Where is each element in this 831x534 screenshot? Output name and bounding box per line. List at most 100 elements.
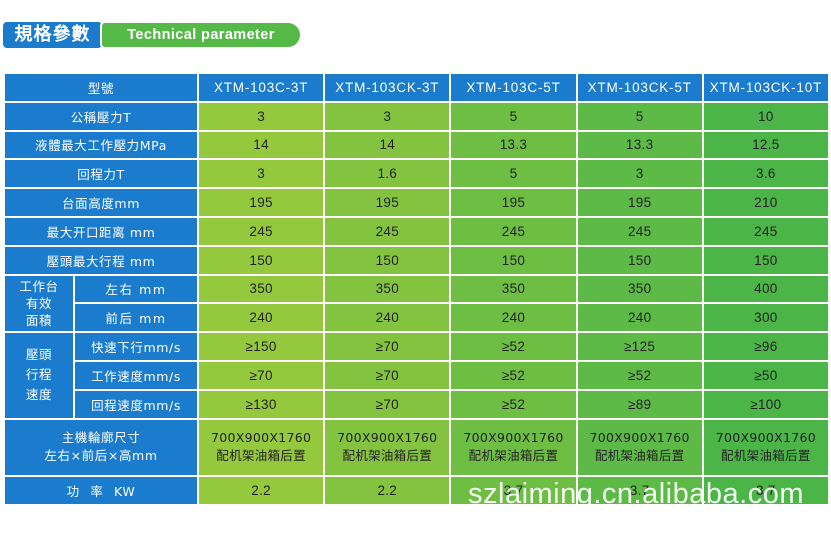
- value-cell: 195: [449, 187, 578, 218]
- table-row: 壓頭 行程 速度 快速下行mm/s ≥150 ≥70 ≥52 ≥125 ≥96: [3, 331, 830, 420]
- value-cell: 10: [701, 100, 830, 132]
- value-cell: ≥70: [323, 359, 452, 391]
- value-line: 配机架油箱后置: [342, 448, 433, 464]
- value-cell: ≥100: [701, 388, 830, 420]
- value-cell: 3: [323, 100, 452, 132]
- param-label: 最大开口距离 mm: [2, 215, 200, 247]
- value-cell: ≥70: [197, 359, 326, 391]
- table-row: 液體最大工作壓力MPa 14 14 13.3 13.3 12.5: [2, 129, 830, 161]
- value-cell: 5: [575, 100, 704, 132]
- value-cell: 350: [449, 273, 578, 305]
- value-cell: 350: [575, 273, 704, 305]
- value-cell: ≥96: [701, 331, 830, 362]
- value-cell: 245: [449, 215, 578, 247]
- value-line: 700X900X1760: [337, 430, 438, 446]
- value-cell: 2.2: [197, 475, 326, 506]
- table-row: 主機輪廓尺寸 左右×前后×高mm 700X900X1760 配机架油箱后置 70…: [2, 417, 830, 478]
- model-name-cell: XTM-103CK-10T: [701, 72, 830, 103]
- group-label-line: 行程: [25, 367, 53, 383]
- value-line: 配机架油箱后置: [468, 448, 559, 464]
- table-row: 前后 mm 240 240 240 240 300: [4, 302, 830, 334]
- param-sublabel: 快速下行mm/s: [72, 331, 200, 362]
- value-cell: 3.7: [575, 475, 704, 506]
- param-label: 功 率 KW: [2, 475, 200, 506]
- value-cell: ≥70: [323, 331, 452, 362]
- model-name-cell: XTM-103CK-5T: [575, 72, 704, 103]
- table-row: 台面高度mm 195 195 195 195 210: [2, 187, 830, 218]
- value-cell: 245: [197, 215, 326, 247]
- value-cell: 2.2: [323, 475, 452, 506]
- param-label: 回程力T: [2, 158, 200, 190]
- param-label: 公稱壓力T: [2, 100, 200, 132]
- param-label: 台面高度mm: [2, 187, 200, 218]
- value-cell: 350: [323, 273, 452, 305]
- value-cell: ≥70: [323, 388, 452, 420]
- model-label: 型號: [2, 72, 200, 103]
- value-cell: 150: [701, 244, 830, 276]
- value-cell: ≥52: [449, 388, 578, 420]
- group-label-line: 面積: [25, 312, 53, 328]
- value-cell: 210: [701, 187, 830, 218]
- value-cell: 5: [449, 100, 578, 132]
- value-cell: 150: [575, 244, 704, 276]
- group-label-ram-speed: 壓頭 行程 速度: [3, 331, 75, 420]
- value-line: 配机架油箱后置: [216, 448, 306, 464]
- section-title-english: Technical parameter: [100, 21, 302, 49]
- value-cell: 240: [197, 302, 326, 334]
- param-sublabel: 回程速度mm/s: [72, 388, 200, 420]
- value-cell: 150: [197, 244, 326, 276]
- value-cell: 245: [323, 215, 452, 247]
- table-row: 工作速度mm/s ≥70 ≥70 ≥52 ≥52 ≥50: [4, 359, 830, 391]
- value-cell: 245: [701, 215, 830, 247]
- value-cell: 13.3: [575, 129, 704, 161]
- param-label: 主機輪廓尺寸 左右×前后×高mm: [2, 417, 200, 478]
- value-cell: 240: [449, 302, 578, 334]
- value-cell: 700X900X1760 配机架油箱后置: [449, 417, 578, 478]
- value-cell: 195: [197, 187, 326, 218]
- table-row: 回程速度mm/s ≥130 ≥70 ≥52 ≥89 ≥100: [4, 388, 830, 420]
- section-header: 規格參數 Technical parameter: [0, 0, 320, 60]
- value-cell: 350: [197, 273, 326, 305]
- value-cell: 400: [701, 273, 830, 305]
- value-cell: 240: [323, 302, 452, 334]
- table-row: 功 率 KW 2.2 2.2 3.7 3.7 3.7: [2, 475, 830, 506]
- value-cell: 240: [575, 302, 704, 334]
- value-line: 配机架油箱后置: [594, 448, 685, 464]
- value-cell: 150: [323, 244, 452, 276]
- value-cell: 195: [323, 187, 452, 218]
- group-label-line: 有效: [25, 295, 53, 311]
- value-cell: 12.5: [701, 129, 830, 161]
- value-cell: ≥125: [575, 331, 704, 362]
- group-label-line: 工作台: [19, 278, 59, 294]
- table-row: 公稱壓力T 3 3 5 5 10: [2, 100, 830, 132]
- value-cell: 14: [197, 129, 326, 161]
- value-cell: 3.6: [701, 158, 830, 190]
- value-cell: ≥52: [575, 359, 704, 391]
- model-name-cell: XTM-103C-5T: [449, 72, 578, 103]
- param-sublabel: 工作速度mm/s: [72, 359, 200, 391]
- value-line: 700X900X1760: [589, 430, 690, 446]
- value-cell: ≥52: [449, 359, 578, 391]
- group-label-line: 速度: [25, 387, 53, 403]
- value-cell: 245: [575, 215, 704, 247]
- value-line: 配机架油箱后置: [721, 448, 811, 464]
- value-cell: 3: [575, 158, 704, 190]
- model-name-cell: XTM-103CK-3T: [323, 72, 452, 103]
- value-cell: 3.7: [701, 475, 830, 506]
- spec-table: 型號 XTM-103C-3T XTM-103CK-3T XTM-103C-5T …: [2, 72, 830, 506]
- model-name-cell: XTM-103C-3T: [197, 72, 326, 103]
- value-cell: ≥50: [701, 359, 830, 391]
- value-cell: 150: [449, 244, 578, 276]
- table-row: 最大开口距离 mm 245 245 245 245 245: [2, 215, 830, 247]
- group-label-worktable: 工作台 有效 面積: [3, 273, 75, 334]
- value-cell: 3: [197, 100, 326, 132]
- value-cell: 700X900X1760 配机架油箱后置: [197, 417, 326, 478]
- value-line: 700X900X1760: [210, 430, 312, 446]
- value-cell: 700X900X1760 配机架油箱后置: [575, 417, 704, 478]
- param-label: 壓頭最大行程 mm: [2, 244, 200, 276]
- value-line: 700X900X1760: [463, 430, 564, 446]
- value-cell: 195: [575, 187, 704, 218]
- value-cell: 700X900X1760 配机架油箱后置: [701, 417, 830, 478]
- value-cell: 3: [197, 158, 326, 190]
- table-row: 壓頭最大行程 mm 150 150 150 150 150: [2, 244, 830, 276]
